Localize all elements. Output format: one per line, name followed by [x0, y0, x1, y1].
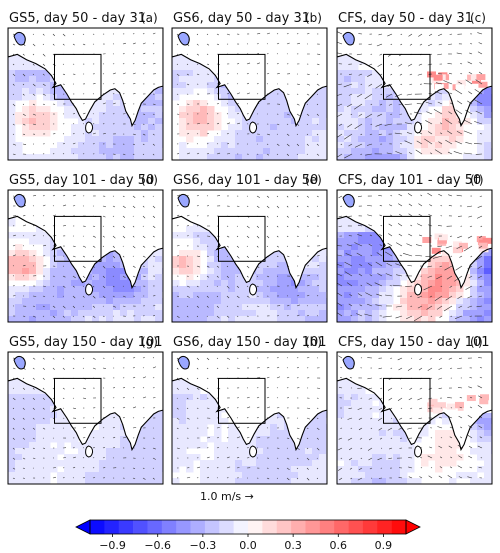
panel-frame	[171, 351, 328, 485]
inset-blob	[342, 31, 355, 46]
panel-h: GS6, day 150 - day 101(h)	[171, 335, 328, 485]
colorbar-level	[90, 520, 105, 534]
panel-c: CFS, day 50 - day 31(c)	[336, 11, 493, 161]
region-box	[54, 377, 102, 424]
inset-blob	[342, 355, 355, 370]
panel-d: GS5, day 101 - day 50(d)	[7, 173, 164, 323]
region-box	[218, 215, 266, 262]
colorbar-level	[348, 520, 364, 534]
colorbar-level	[262, 520, 278, 534]
panel-label: (i)	[470, 335, 483, 349]
panel-label: (c)	[470, 11, 486, 25]
inset-blob	[13, 193, 26, 208]
panel-title: GS6, day 101 - day 50	[173, 173, 318, 188]
inset-blob	[13, 355, 26, 370]
colorbar-level	[133, 520, 148, 534]
colorbar-level	[291, 520, 306, 534]
colorbar-tick-label: 0.9	[375, 539, 393, 552]
colorbar-level	[147, 520, 163, 534]
colorbar-level	[305, 520, 321, 534]
colorbar-level	[233, 520, 249, 534]
region-box	[218, 377, 266, 424]
colorbar-level	[362, 520, 378, 534]
panel-frame	[171, 189, 328, 323]
panel-i: CFS, day 150 - day 101(i)	[336, 335, 493, 485]
region-box	[218, 53, 266, 100]
panel-b: GS6, day 50 - day 31(b)	[171, 11, 328, 161]
panel-label: (d)	[141, 173, 158, 187]
colorbar-level	[248, 520, 263, 534]
region-box	[383, 53, 431, 100]
region-box	[383, 377, 431, 424]
colorbar-level	[391, 520, 407, 534]
panel-label: (a)	[141, 11, 158, 25]
colorbar-level	[334, 520, 349, 534]
colorbar-tick-label: 0.0	[239, 539, 257, 552]
colorbar-extend-max	[405, 519, 421, 535]
colorbar-level	[118, 520, 134, 534]
colorbar-level	[176, 520, 191, 534]
panel-label: (e)	[305, 173, 322, 187]
colorbar-level	[190, 520, 206, 534]
panel-frame	[336, 351, 493, 485]
panel-label: (b)	[305, 11, 322, 25]
panel-frame	[336, 189, 493, 323]
inset-blob	[13, 31, 26, 46]
panel-title: CFS, day 50 - day 31	[338, 11, 473, 26]
colorbar-level	[377, 520, 392, 534]
colorbar-level	[104, 520, 120, 534]
colorbar-level	[319, 520, 335, 534]
colorbar-tick-label: −0.6	[144, 539, 171, 552]
panel-title: GS6, day 50 - day 31	[173, 11, 310, 26]
colorbar-level	[204, 520, 220, 534]
panel-title: CFS, day 101 - day 50	[338, 173, 481, 188]
panel-title: GS5, day 150 - day 101	[9, 335, 163, 350]
panel-a: GS5, day 50 - day 31(a)	[7, 11, 164, 161]
panel-title: CFS, day 150 - day 101	[338, 335, 490, 350]
panel-label: (h)	[305, 335, 322, 349]
colorbar-tick-label: 0.6	[330, 539, 348, 552]
panel-frame	[7, 351, 164, 485]
panel-frame	[7, 189, 164, 323]
region-box	[54, 215, 102, 262]
panel-f: CFS, day 101 - day 50(f)	[336, 173, 493, 323]
panel-frame	[171, 27, 328, 161]
panel-frame	[336, 27, 493, 161]
colorbar-extend-min	[75, 519, 91, 535]
colorbar-tick-label: −0.3	[189, 539, 216, 552]
colorbar-tick-label: −0.9	[99, 539, 126, 552]
colorbar-tick-label: 0.3	[284, 539, 302, 552]
inset-blob	[177, 355, 190, 370]
colorbar-level	[219, 520, 234, 534]
panel-frame	[7, 27, 164, 161]
inset-blob	[177, 31, 190, 46]
panel-g: GS5, day 150 - day 101(g)	[7, 335, 164, 485]
colorbar-level	[161, 520, 177, 534]
region-box	[54, 53, 102, 100]
panel-label: (g)	[141, 335, 158, 349]
colorbar-level	[276, 520, 292, 534]
inset-blob	[342, 193, 355, 208]
panel-title: GS5, day 101 - day 50	[9, 173, 154, 188]
colorbar: −0.9 −0.6 −0.3 0.0 0.3 0.6 0.9	[75, 519, 421, 552]
panel-title: GS6, day 150 - day 101	[173, 335, 327, 350]
panel-title: GS5, day 50 - day 31	[9, 11, 146, 26]
reference-vector-label: 1.0 m/s →	[200, 490, 254, 503]
region-box	[383, 215, 431, 262]
panel-label: (f)	[470, 173, 484, 187]
panel-e: GS6, day 101 - day 50(e)	[171, 173, 328, 323]
inset-blob	[177, 193, 190, 208]
